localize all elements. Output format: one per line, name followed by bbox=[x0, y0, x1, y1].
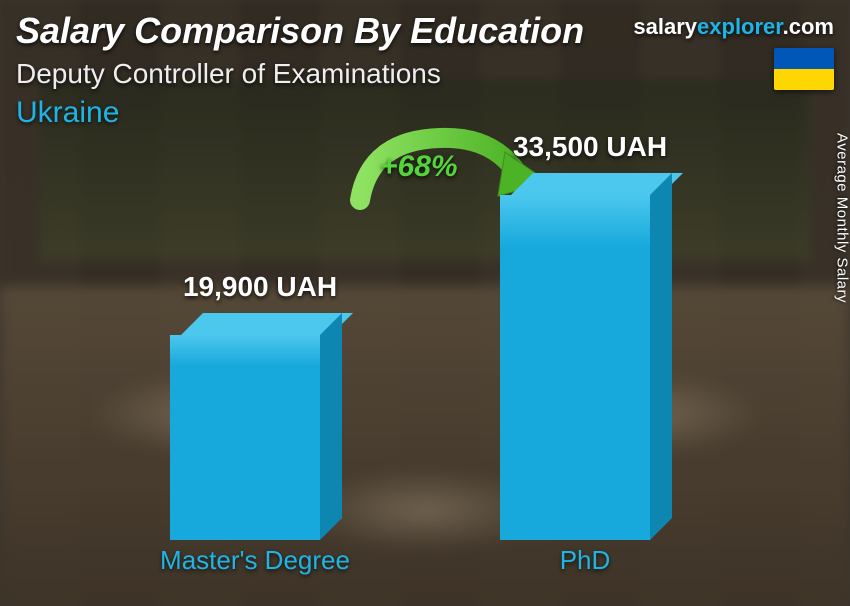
flag-top-stripe bbox=[774, 48, 834, 69]
country-label: Ukraine bbox=[16, 96, 119, 130]
brand-part-2: explorer bbox=[697, 14, 783, 39]
bar-side-face bbox=[650, 173, 672, 540]
brand-logo: salaryexplorer.com bbox=[633, 14, 834, 40]
bar-category-label: Master's Degree bbox=[130, 545, 380, 576]
country-flag-icon bbox=[774, 48, 834, 90]
bar-value-label: 33,500 UAH bbox=[460, 131, 720, 163]
job-title: Deputy Controller of Examinations bbox=[16, 58, 441, 90]
brand-part-1: salary bbox=[633, 14, 697, 39]
bar-value-label: 19,900 UAH bbox=[130, 271, 390, 303]
bar-front-face bbox=[500, 195, 650, 540]
infographic: Salary Comparison By Education Deputy Co… bbox=[0, 0, 850, 606]
bar-side-face bbox=[320, 313, 342, 540]
y-axis-label: Average Monthly Salary bbox=[834, 133, 850, 303]
main-title: Salary Comparison By Education bbox=[16, 10, 584, 52]
bar-chart: 19,900 UAH Master's Degree 33,500 UAH Ph… bbox=[0, 170, 810, 578]
brand-part-3: .com bbox=[783, 14, 834, 39]
flag-bottom-stripe bbox=[774, 69, 834, 90]
bar-category-label: PhD bbox=[460, 545, 710, 576]
bar-front-face bbox=[170, 335, 320, 540]
